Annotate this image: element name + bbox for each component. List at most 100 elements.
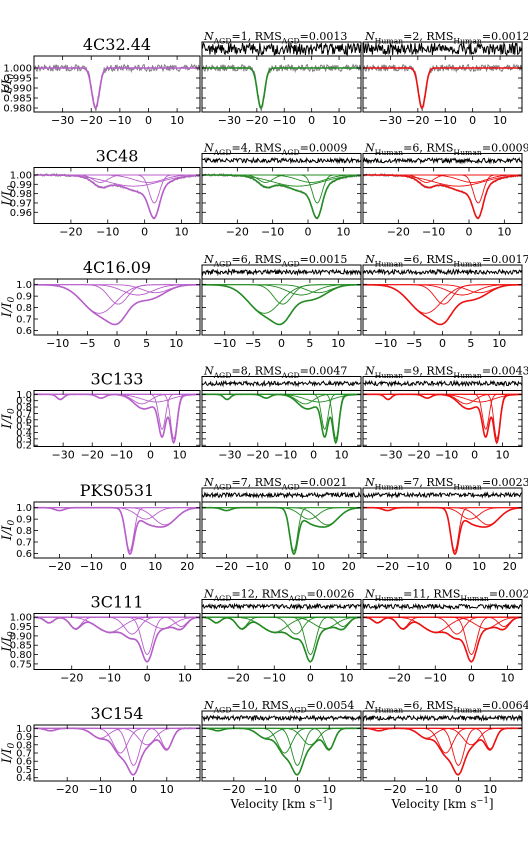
component-line [363, 67, 522, 109]
fit-stats-label: NHuman=6, RMSHuman=0.0009 [364, 142, 528, 157]
x-tick-label: −20 [406, 114, 429, 127]
y-axis-label: I/I0 [0, 297, 17, 319]
axes-frame [362, 55, 523, 113]
plot-area-0-0 [34, 63, 200, 112]
data-spectrum [34, 506, 200, 555]
residual-line [201, 379, 362, 388]
x-tick-label: 0 [468, 672, 475, 685]
source-name: 3C111 [91, 593, 144, 612]
x-tick-label: 0 [305, 226, 312, 239]
x-tick-label: 0 [466, 226, 473, 239]
x-tick-label: −10 [245, 560, 268, 573]
y-tick-label: 0.995 [3, 74, 32, 85]
total-fit [363, 506, 522, 556]
axes-frame [201, 55, 362, 113]
data-spectrum [34, 172, 200, 220]
fit-stats-label: NAGD=4, RMSAGD=0.0009 [203, 142, 347, 157]
x-tick-label: 0 [145, 114, 152, 127]
plot-area-3-2 [363, 393, 522, 445]
data-spectrum [363, 172, 522, 220]
x-tick-label: 5 [143, 337, 150, 350]
source-name: 3C154 [91, 704, 144, 723]
panel-row-5: −20 −10 0 10 0.750.800.850.900.951.00 −20 −10 0… [0, 588, 528, 685]
plot-area-4-2 [363, 506, 522, 556]
x-tick-label: 10 [492, 337, 506, 350]
x-tick-label: −10 [406, 560, 429, 573]
x-tick-label: 0 [284, 560, 291, 573]
x-tick-label: −20 [81, 449, 104, 462]
x-tick-label: 0 [294, 783, 301, 796]
y-tick-label: 0.80 [10, 650, 32, 661]
total-fit [34, 506, 200, 556]
total-fit [34, 67, 200, 109]
residual-frame [362, 376, 523, 391]
residual-frame [362, 599, 523, 614]
x-tick-label: 10 [483, 783, 497, 796]
component-line [363, 727, 522, 746]
plot-area-1-0 [34, 172, 200, 220]
y-tick-label: 0.75 [10, 659, 32, 670]
x-tick-label: −30 [218, 449, 241, 462]
x-tick-label: 10 [148, 560, 162, 573]
residual-line [362, 156, 523, 165]
x-tick-label: 10 [340, 672, 354, 685]
fit-stats-label: NHuman=6, RMSHuman=0.0017 [364, 253, 528, 268]
y-axis-label: I/I0 [0, 408, 17, 430]
fit-stats-label: NAGD=6, RMSAGD=0.0015 [203, 253, 347, 268]
fit-stats-label: NHuman=2, RMSHuman=0.0012 [364, 30, 528, 45]
x-tick-label: −10 [254, 783, 277, 796]
data-spectrum [202, 284, 361, 326]
y-tick-label: 1.000 [3, 64, 32, 75]
plot-area-3-0 [34, 393, 200, 445]
residual-line [201, 602, 362, 611]
x-tick-label: 20 [503, 560, 517, 573]
total-fit [202, 727, 361, 776]
residual-line [362, 379, 523, 388]
component-line [34, 507, 200, 520]
total-fit [202, 616, 361, 663]
y-tick-label: 0.95 [10, 622, 32, 633]
component-line [34, 727, 200, 750]
residual-frame [362, 487, 523, 503]
x-tick-label: 10 [501, 672, 515, 685]
y-tick-label: 0.4 [16, 773, 32, 784]
component-line [34, 727, 200, 754]
x-tick-label: −10 [96, 226, 119, 239]
total-fit [363, 67, 522, 109]
x-tick-label: −10 [263, 672, 286, 685]
data-spectrum [202, 172, 361, 220]
x-tick-label: 10 [336, 226, 350, 239]
x-tick-label: 10 [170, 114, 184, 127]
x-tick-label: −20 [56, 783, 79, 796]
y-tick-label: 0.9 [16, 732, 32, 743]
y-tick-label: 0.5 [16, 422, 32, 433]
total-fit [202, 506, 361, 556]
y-tick-label: 0.96 [10, 208, 32, 219]
x-tick-label: 0 [445, 560, 452, 573]
y-tick-label: 0.8 [16, 740, 32, 751]
x-tick-label: −10 [46, 337, 69, 350]
y-tick-label: 0.6 [16, 549, 32, 560]
residual-line [201, 42, 362, 57]
component-line [363, 507, 522, 552]
y-tick-label: 0.8 [16, 403, 32, 414]
y-tick-label: 0.985 [3, 94, 32, 105]
y-tick-label: 1.00 [10, 613, 32, 624]
component-line [363, 393, 522, 440]
axes-frame [201, 613, 362, 670]
total-fit [34, 727, 200, 776]
x-tick-label: −30 [379, 114, 402, 127]
x-tick-label: 10 [497, 226, 511, 239]
fit-stats-label: NAGD=8, RMSAGD=0.0047 [203, 365, 347, 380]
total-fit [34, 174, 200, 219]
component-line [202, 67, 361, 109]
y-tick-label: 0.97 [10, 198, 32, 209]
y-axis-label: I/I0 [0, 631, 17, 653]
x-tick-label: 0 [120, 560, 127, 573]
source-name: 3C133 [91, 370, 144, 389]
fit-stats-label: NHuman=6, RMSHuman=0.0064 [364, 699, 528, 714]
x-tick-label: 0 [278, 337, 285, 350]
fit-stats-label: NAGD=1, RMSAGD=0.0013 [203, 30, 347, 45]
x-tick-label: 0 [308, 114, 315, 127]
x-tick-label: −10 [273, 114, 296, 127]
